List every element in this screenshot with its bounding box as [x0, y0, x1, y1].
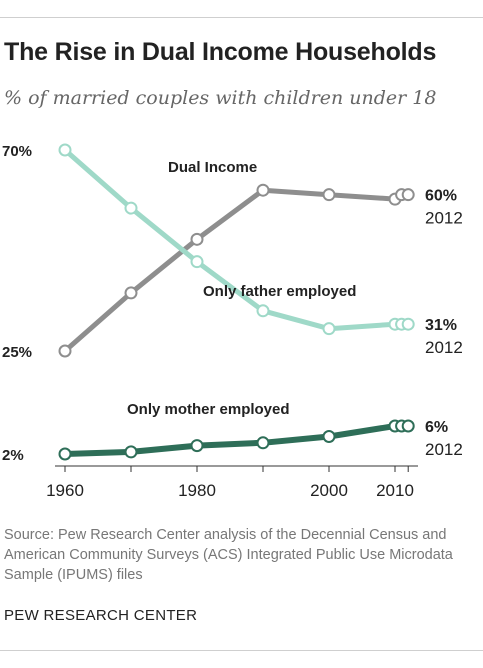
data-point — [322, 322, 336, 336]
data-point — [58, 143, 72, 157]
end-year-label: 2012 — [425, 338, 463, 357]
data-point — [124, 286, 138, 300]
data-point — [401, 317, 415, 331]
end-value-label: 60% — [425, 188, 457, 205]
data-point — [190, 232, 204, 246]
bottom-rule — [0, 650, 483, 651]
end-year-label: 2012 — [425, 209, 463, 228]
source-note: Source: Pew Research Center analysis of … — [4, 527, 453, 583]
data-point — [124, 201, 138, 215]
data-point — [190, 255, 204, 269]
x-tick-label: 2000 — [310, 481, 348, 500]
series-label-only-mother: Only mother employed — [127, 401, 290, 418]
end-value-label: 6% — [425, 419, 448, 436]
y-tick-label: 70% — [2, 143, 32, 160]
series-label-only-father: Only father employed — [203, 283, 356, 300]
end-value-label: 31% — [425, 317, 457, 334]
x-tick-label: 1980 — [178, 481, 216, 500]
data-point — [322, 188, 336, 202]
x-tick-label: 2010 — [376, 481, 414, 500]
data-point — [58, 447, 72, 461]
series-line — [62, 147, 411, 332]
data-point — [256, 183, 270, 197]
data-point — [322, 430, 336, 443]
series-label-dual-income: Dual Income — [168, 159, 257, 176]
series-line — [62, 423, 412, 457]
chart-title: The Rise in Dual Income Households — [4, 38, 437, 66]
data-point — [256, 304, 270, 318]
data-point — [190, 439, 204, 453]
data-point — [124, 445, 138, 459]
data-point — [401, 419, 415, 433]
brand-footer: PEW RESEARCH CENTER — [4, 607, 198, 624]
top-rule — [0, 17, 483, 18]
y-tick-label: 2% — [2, 447, 24, 464]
chart-subtitle: % of married couples with children under… — [4, 87, 437, 109]
data-point — [401, 188, 415, 202]
data-point — [256, 436, 270, 450]
line-chart: 70% 25% 2% Dual Income Only father employed O… — [2, 143, 463, 500]
data-point — [58, 344, 72, 358]
end-year-label: 2012 — [425, 440, 463, 459]
y-tick-label: 25% — [2, 344, 32, 361]
x-tick-label: 1960 — [46, 481, 84, 500]
